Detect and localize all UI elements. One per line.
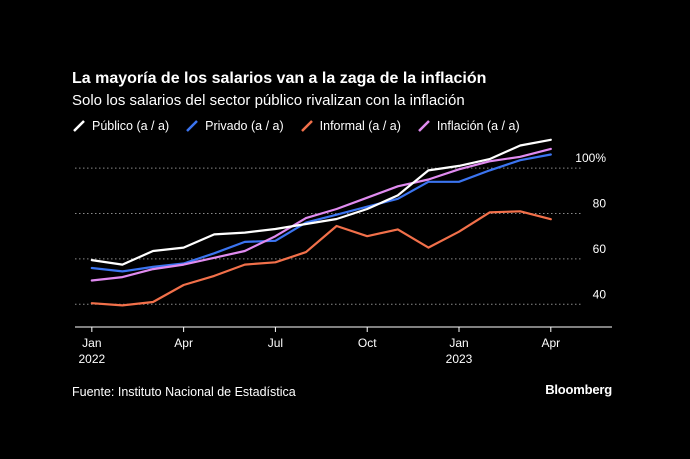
series-line-inflacion [90, 147, 552, 282]
source-note: Fuente: Instituto Nacional de Estadístic… [72, 385, 296, 399]
x-tick-year-4: 2023 [446, 352, 473, 366]
legend-item-privado: Privado (a / a) [185, 119, 284, 133]
bloomberg-logo: Bloomberg [545, 382, 612, 397]
series-line-publico [90, 138, 552, 266]
legend-line-icon-informal [300, 119, 314, 133]
legend-label-informal: Informal (a / a) [319, 119, 401, 133]
x-tick-year-0: 2022 [78, 352, 105, 366]
series-line-privado [90, 153, 552, 273]
legend-line-icon-privado [185, 119, 199, 133]
x-tick-label-1: Apr [174, 336, 193, 350]
legend-label-privado: Privado (a / a) [205, 119, 284, 133]
legend-item-inflacion: Inflación (a / a) [417, 119, 520, 133]
y-tick-label-100: 100% [575, 151, 606, 165]
x-tick-label-5: Apr [541, 336, 560, 350]
series-line-informal [90, 210, 552, 307]
legend-line-icon-publico [72, 119, 86, 133]
chart-subtitle: Solo los salarios del sector público riv… [72, 92, 465, 109]
x-tick-label-2: Jul [268, 336, 283, 350]
y-tick-label-60: 60 [593, 242, 607, 256]
x-tick-label-4: Jan [449, 336, 468, 350]
chart-title: La mayoría de los salarios van a la zaga… [72, 70, 487, 87]
legend-label-publico: Público (a / a) [92, 119, 170, 133]
x-tick-label-3: Oct [358, 336, 377, 350]
legend-line-icon-inflacion [417, 119, 431, 133]
y-tick-label-80: 80 [593, 197, 607, 211]
y-tick-label-40: 40 [593, 287, 607, 301]
legend-item-informal: Informal (a / a) [300, 119, 401, 133]
x-tick-label-0: Jan [82, 336, 101, 350]
legend-item-publico: Público (a / a) [72, 119, 169, 133]
legend: Público (a / a) Privado (a / a) Informal… [72, 119, 520, 133]
legend-label-inflacion: Inflación (a / a) [436, 119, 520, 133]
